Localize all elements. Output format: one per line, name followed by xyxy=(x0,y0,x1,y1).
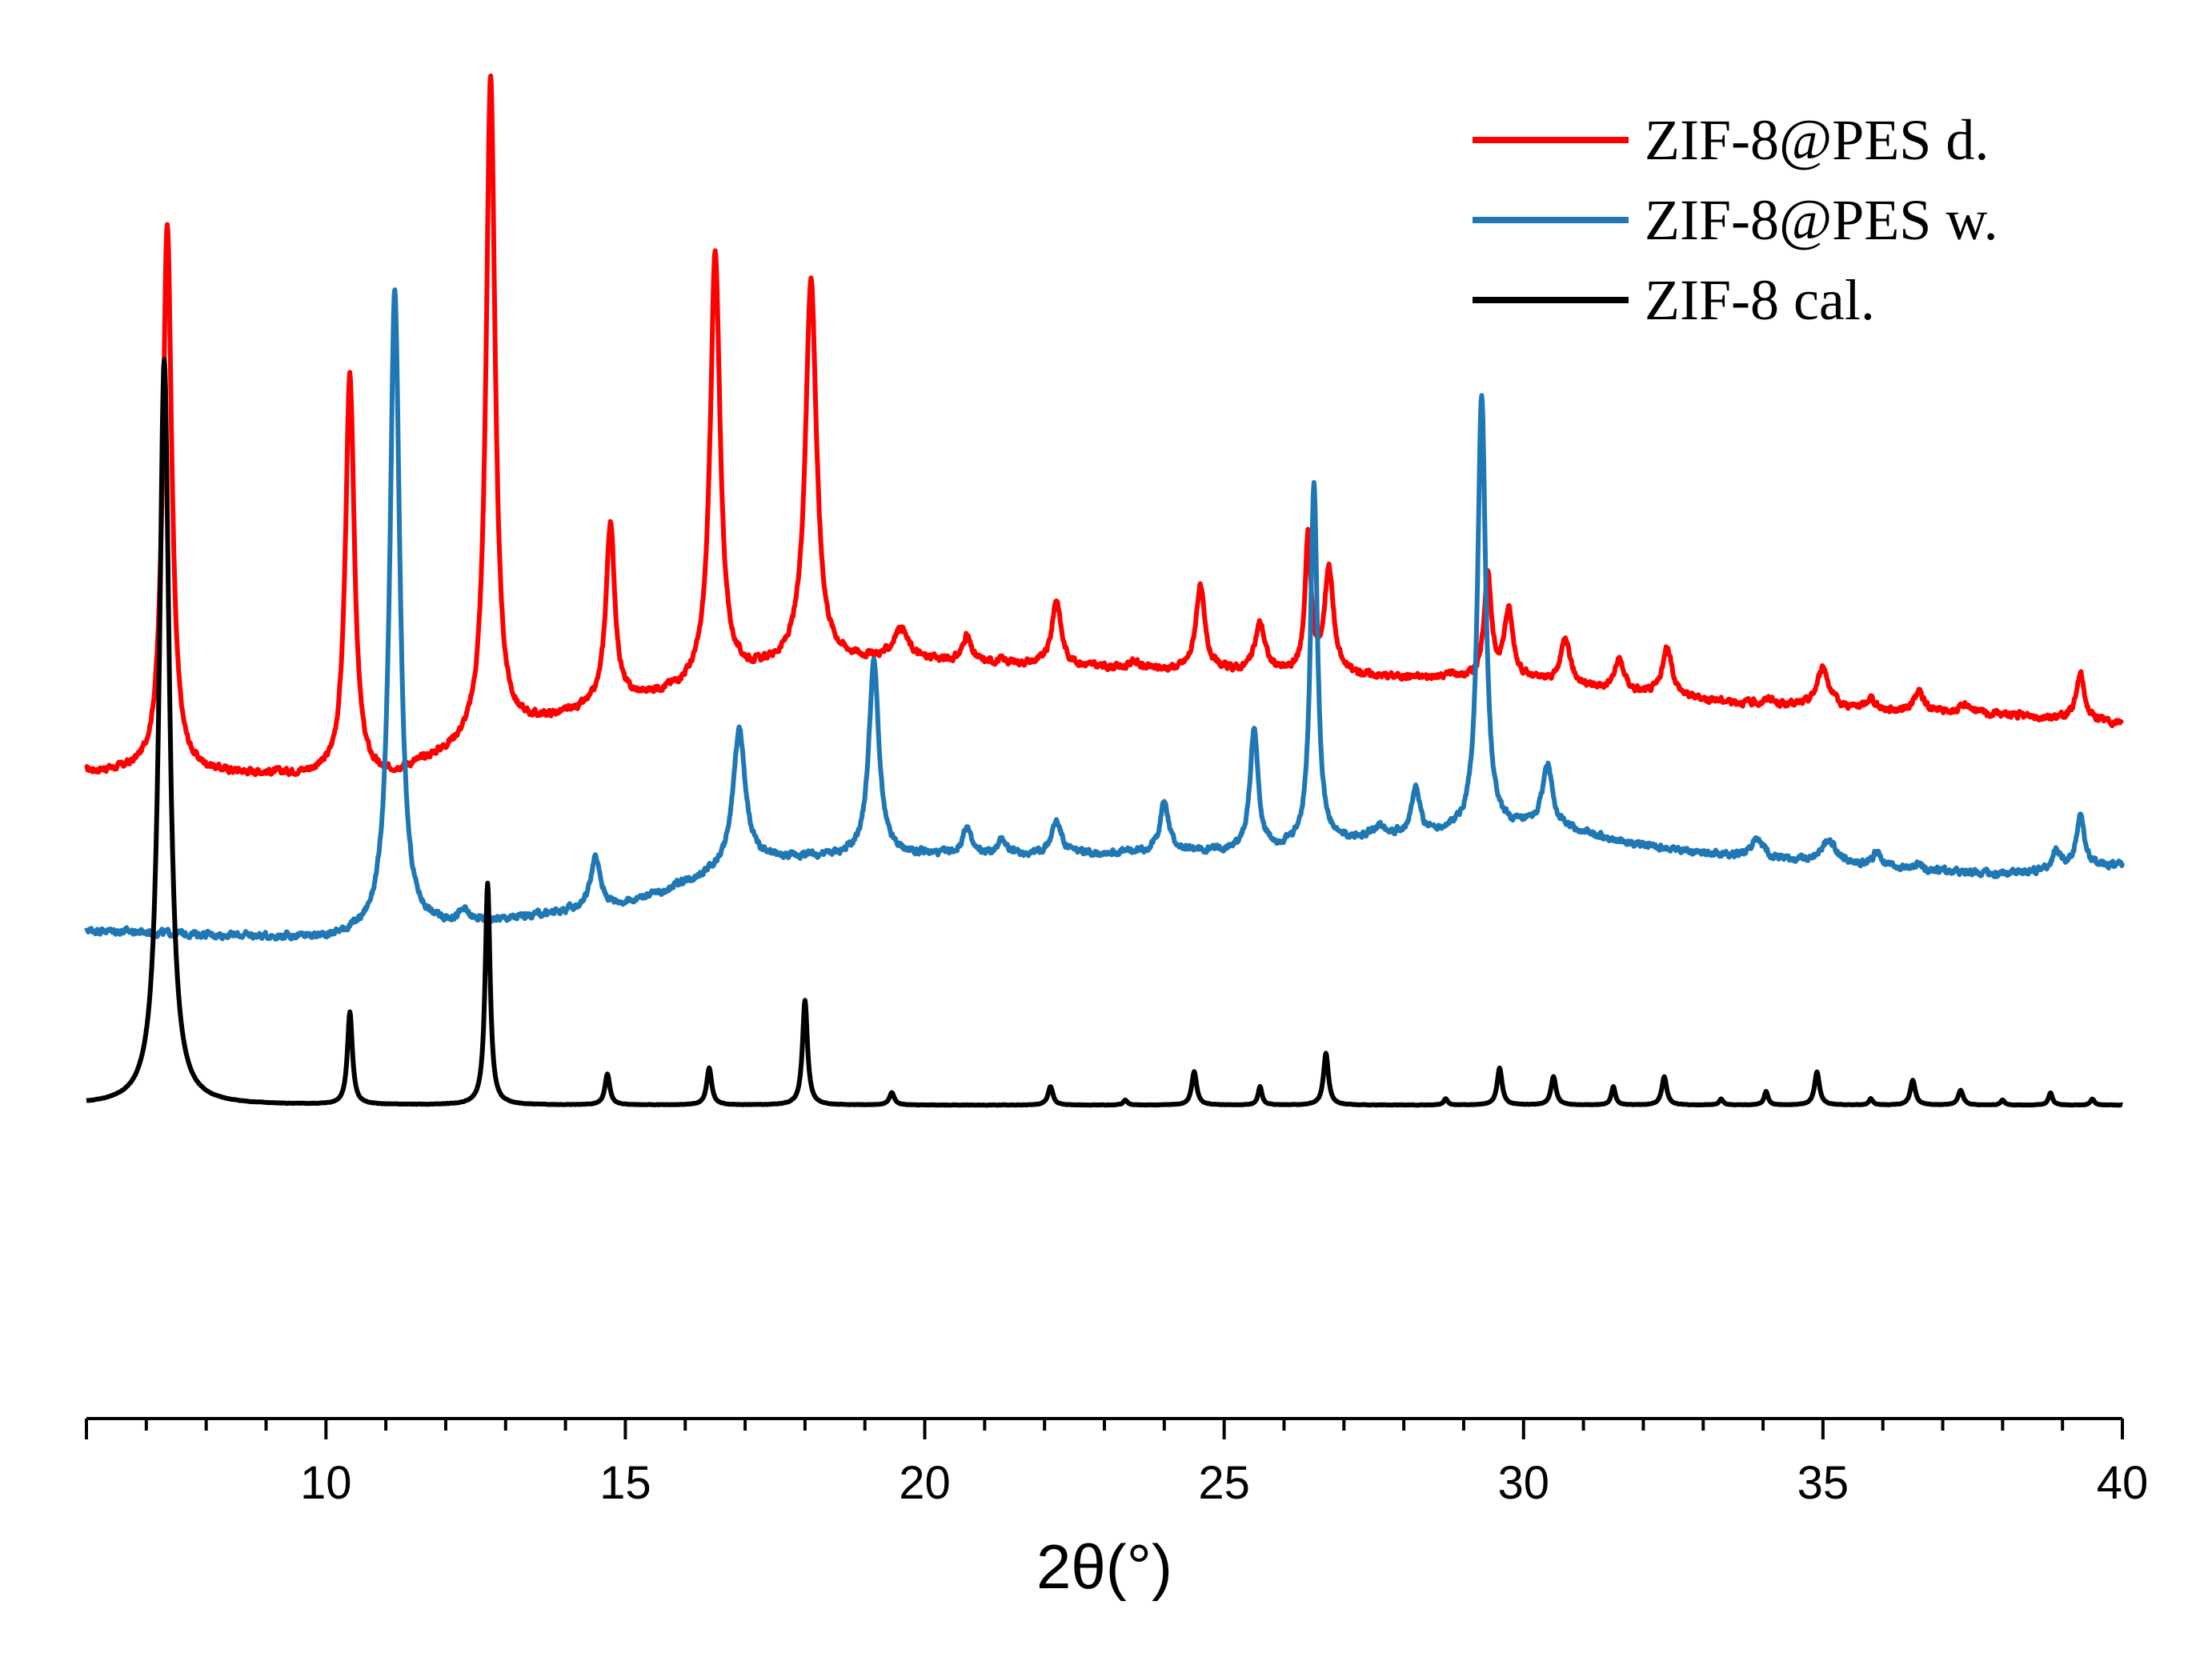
series-line-3 xyxy=(84,357,2125,1108)
x-tick-label: 15 xyxy=(599,1457,651,1509)
x-axis: 10 15 20 25 30 35 40 xyxy=(85,1417,2149,1509)
legend-label-3: ZIF-8 cal. xyxy=(1645,268,1875,332)
legend: ZIF-8@PES d. ZIF-8@PES w. ZIF-8 cal. xyxy=(1473,108,1998,332)
x-tick-label: 10 xyxy=(300,1457,352,1509)
x-tick-label: 20 xyxy=(899,1457,951,1509)
series-line-2 xyxy=(84,287,2125,942)
x-tick-label: 30 xyxy=(1498,1457,1550,1509)
x-axis-title: 2θ(°) xyxy=(1036,1531,1172,1602)
x-tick-label: 25 xyxy=(1198,1457,1250,1509)
legend-label-2: ZIF-8@PES w. xyxy=(1645,188,1998,252)
legend-label-1: ZIF-8@PES d. xyxy=(1645,108,1989,172)
series-line-1 xyxy=(84,73,2125,778)
x-tick-label: 35 xyxy=(1797,1457,1849,1509)
x-tick-label: 40 xyxy=(2097,1457,2149,1509)
series-layer xyxy=(84,73,2125,1108)
